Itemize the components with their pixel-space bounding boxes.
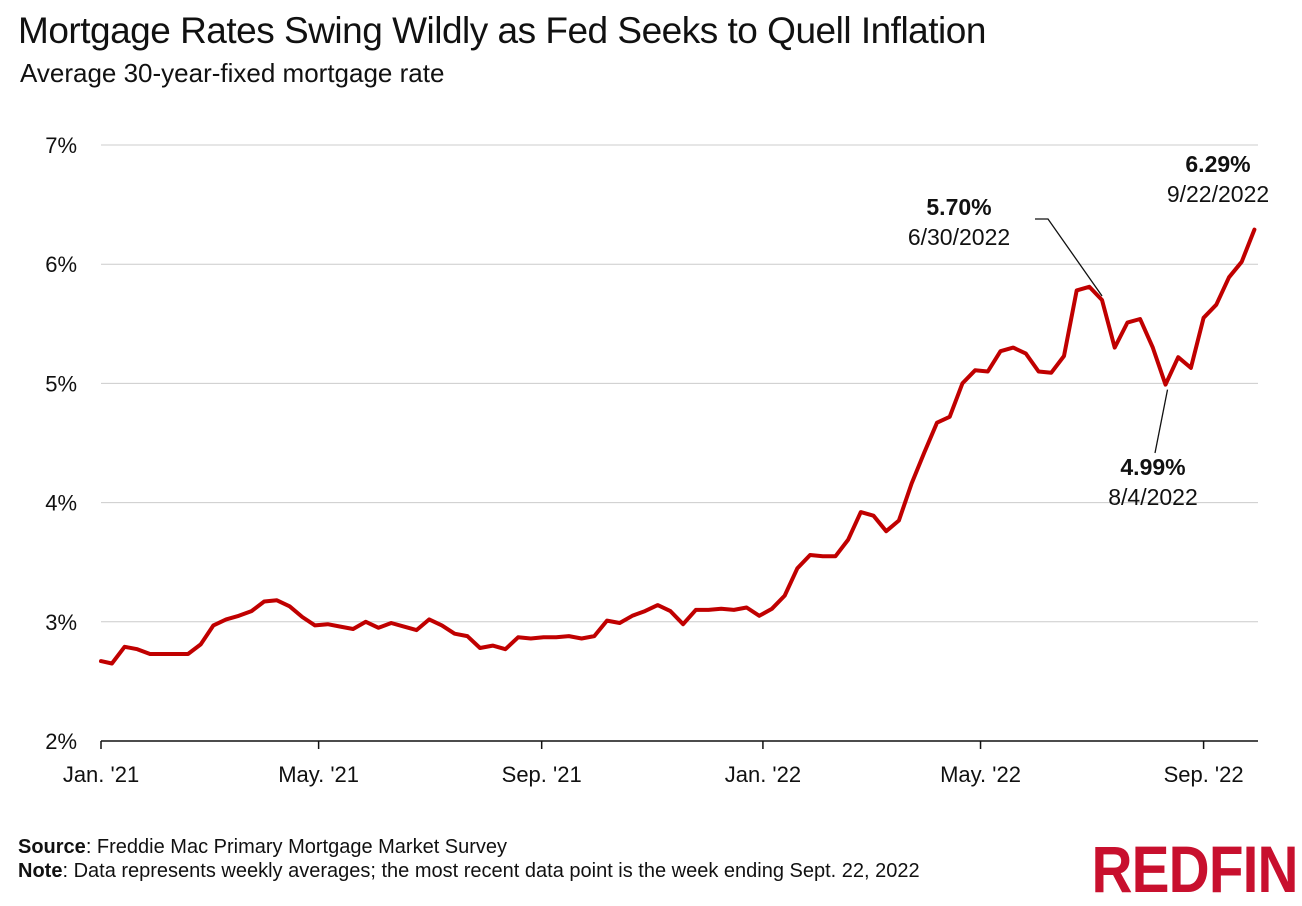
y-tick-label: 3% [45,610,77,635]
y-tick-label: 4% [45,491,77,516]
y-tick-label: 6% [45,252,77,277]
y-tick-label: 5% [45,371,77,396]
x-tick-label: Jan. '21 [63,762,139,787]
source-note: Source: Freddie Mac Primary Mortgage Mar… [18,836,507,859]
x-tick-label: May. '21 [278,762,359,787]
note-text: : Data represents weekly averages; the m… [62,860,920,882]
data-note: Note: Data represents weekly averages; t… [18,860,920,883]
x-tick-label: Sep. '22 [1164,762,1244,787]
annotation-value-label: 4.99% [1120,454,1185,480]
annotation-leader-line [1035,218,1103,297]
annotation-leader-line [1154,389,1169,454]
chart-title: Mortgage Rates Swing Wildly as Fed Seeks… [18,10,986,51]
annotation-value-label: 5.70% [926,194,991,220]
chart-subtitle: Average 30-year-fixed mortgage rate [20,58,445,88]
x-tick-label: Sep. '21 [502,762,582,787]
source-text: : Freddie Mac Primary Mortgage Market Su… [85,836,508,858]
series-line-mortgage-rate [99,227,1257,666]
annotation-date-label: 9/22/2022 [1167,181,1269,207]
x-tick-label: Jan. '22 [725,762,801,787]
note-label: Note [18,860,63,882]
annotation-date-label: 8/4/2022 [1108,484,1198,510]
source-label: Source [18,836,86,858]
annotation-value-label: 6.29% [1185,151,1250,177]
y-tick-label: 7% [45,133,77,158]
y-tick-label: 2% [45,729,77,754]
x-tick-label: May. '22 [940,762,1021,787]
redfin-logo: REDFIN [1091,832,1299,906]
annotation-date-label: 6/30/2022 [908,224,1010,250]
